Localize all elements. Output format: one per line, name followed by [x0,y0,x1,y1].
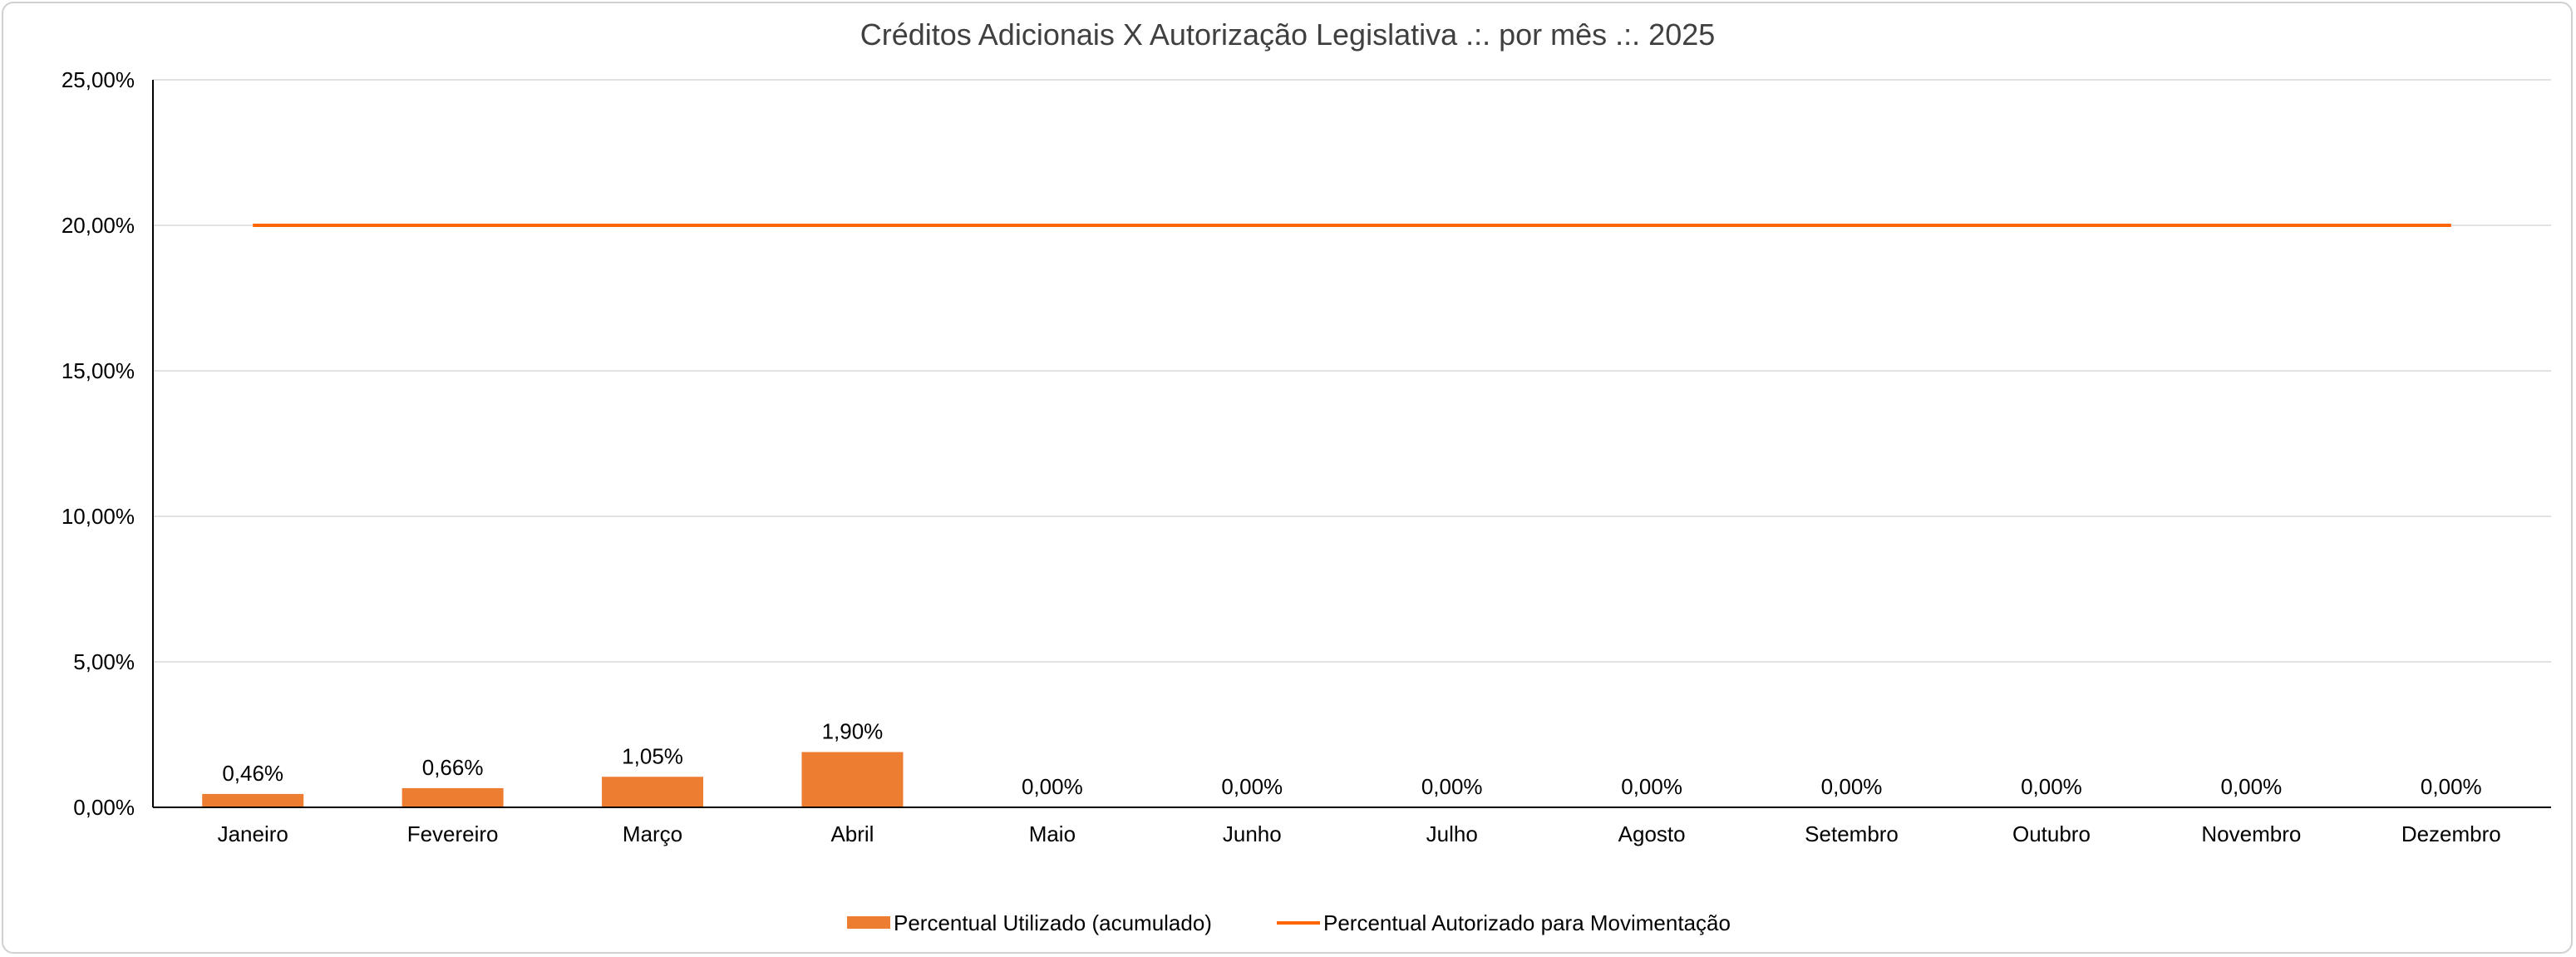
x-tick-label: Outubro [2012,821,2091,846]
x-tick-label: Janeiro [218,821,288,846]
data-label: 1,90% [822,719,884,744]
data-label: 0,00% [2221,774,2283,799]
x-tick-label: Abril [830,821,874,846]
data-label: 0,66% [422,755,484,780]
y-tick-label: 15,00% [62,358,135,383]
x-tick-label: Agosto [1618,821,1686,846]
bar [202,793,304,807]
x-tick-label: Maio [1029,821,1076,846]
data-label: 0,00% [2021,774,2082,799]
data-label: 0,00% [1221,774,1283,799]
x-tick-label: Fevereiro [407,821,499,846]
x-axis-ticks: Janeiro Fevereiro Março Abril Maio Junho Julho… [218,821,2501,846]
legend-swatch-bar [847,916,890,929]
bar-series [202,752,904,807]
gridlines [153,79,2551,663]
x-tick-label: Julho [1426,821,1478,846]
data-label: 0,00% [1022,774,1083,799]
bar [401,787,504,807]
x-tick-label: Novembro [2201,821,2301,846]
y-axis-ticks: 0,00% 5,00% 10,00% 15,00% 20,00% 25,00% [62,67,135,820]
data-label: 0,00% [1421,774,1483,799]
axes [152,80,2551,808]
x-tick-label: Março [623,821,682,846]
legend-label-bar: Percentual Utilizado (acumulado) [894,910,1212,935]
bar [602,777,704,807]
data-labels: 0,46% 0,66% 1,05% 1,90% 0,00% 0,00% 0,00% 0,00%… [222,719,2481,800]
x-tick-label: Setembro [1805,821,1899,846]
chart-title: Créditos Adicionais X Autorização Legisl… [860,17,1716,52]
data-label: 0,46% [222,761,283,786]
legend-label-line: Percentual Autorizado para Movimentação [1323,910,1731,935]
y-tick-label: 20,00% [62,213,135,238]
bar [801,752,904,807]
y-tick-label: 25,00% [62,67,135,92]
data-label: 0,00% [1621,774,1682,799]
y-tick-label: 10,00% [62,504,135,529]
legend: Percentual Utilizado (acumulado) Percentu… [847,910,1731,935]
x-tick-label: Junho [1223,821,1282,846]
data-label: 0,00% [2421,774,2482,799]
y-tick-label: 0,00% [73,795,135,820]
data-label: 1,05% [622,743,683,768]
x-tick-label: Dezembro [2401,821,2501,846]
data-label: 0,00% [1821,774,1883,799]
y-tick-label: 5,00% [73,649,135,674]
